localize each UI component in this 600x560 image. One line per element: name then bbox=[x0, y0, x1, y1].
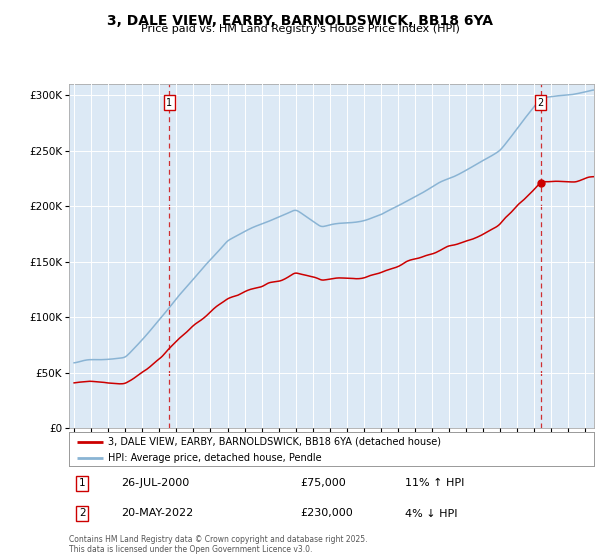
Text: 3, DALE VIEW, EARBY, BARNOLDSWICK, BB18 6YA: 3, DALE VIEW, EARBY, BARNOLDSWICK, BB18 … bbox=[107, 14, 493, 28]
Text: 2: 2 bbox=[538, 98, 544, 108]
Text: 4% ↓ HPI: 4% ↓ HPI bbox=[405, 508, 458, 519]
Text: Contains HM Land Registry data © Crown copyright and database right 2025.
This d: Contains HM Land Registry data © Crown c… bbox=[69, 535, 367, 554]
Text: £75,000: £75,000 bbox=[300, 478, 346, 488]
Text: 11% ↑ HPI: 11% ↑ HPI bbox=[405, 478, 464, 488]
Text: 20-MAY-2022: 20-MAY-2022 bbox=[121, 508, 194, 519]
Text: 1: 1 bbox=[79, 478, 85, 488]
Text: 26-JUL-2000: 26-JUL-2000 bbox=[121, 478, 190, 488]
Text: Price paid vs. HM Land Registry's House Price Index (HPI): Price paid vs. HM Land Registry's House … bbox=[140, 24, 460, 34]
Text: HPI: Average price, detached house, Pendle: HPI: Average price, detached house, Pend… bbox=[109, 452, 322, 463]
Text: 2: 2 bbox=[79, 508, 85, 519]
Text: £230,000: £230,000 bbox=[300, 508, 353, 519]
Text: 3, DALE VIEW, EARBY, BARNOLDSWICK, BB18 6YA (detached house): 3, DALE VIEW, EARBY, BARNOLDSWICK, BB18 … bbox=[109, 437, 442, 447]
Text: 1: 1 bbox=[166, 98, 172, 108]
